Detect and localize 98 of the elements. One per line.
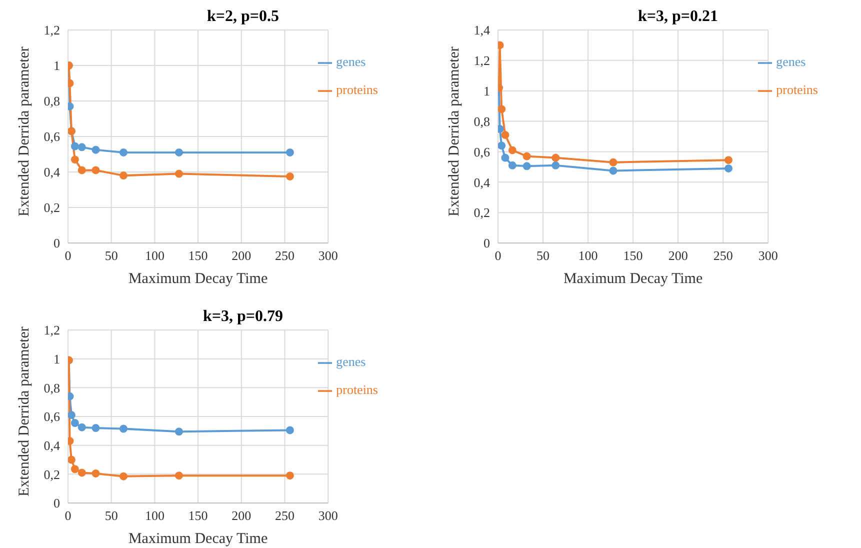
point [78, 166, 86, 174]
y-tick-label: 1,2 [44, 22, 60, 38]
point [92, 424, 100, 432]
point [609, 158, 618, 166]
y-tick-label: 0,8 [44, 94, 60, 109]
point [119, 424, 128, 433]
y-tick-label: 0 [54, 496, 60, 511]
point [286, 148, 294, 156]
y-axis-title: Extended Derrida parameter [16, 326, 32, 496]
point [92, 469, 100, 478]
x-tick-label: 200 [232, 508, 252, 524]
x-tick-label: 50 [536, 248, 550, 264]
y-tick-label: 0,8 [474, 114, 490, 129]
y-tick-label: 0,6 [44, 409, 60, 424]
y-tick-label: 0 [484, 236, 490, 251]
y-tick-label: 0,4 [474, 174, 490, 190]
x-tick-label: 250 [275, 508, 295, 524]
point [501, 130, 510, 139]
point [724, 164, 732, 172]
legend-label: genes [776, 54, 806, 69]
point [552, 154, 560, 162]
x-tick-label: 300 [318, 248, 338, 264]
point [92, 146, 100, 154]
y-tick-label: 0,4 [44, 438, 60, 453]
y-tick-label: 0,2 [44, 466, 60, 482]
point [70, 156, 79, 164]
point [78, 143, 86, 152]
x-tick-label: 150 [623, 248, 643, 264]
point [174, 148, 183, 156]
x-axis-title: Maximum Decay Time [128, 271, 268, 287]
point [68, 456, 76, 464]
y-tick-label: 0,8 [44, 380, 60, 396]
y-tick-label: 1 [54, 351, 60, 366]
y-tick-label: 0,2 [44, 200, 60, 216]
x-tick-label: 250 [275, 248, 295, 264]
y-axis-title: Extended Derrida parameter [446, 46, 462, 216]
x-tick-label: 100 [578, 248, 598, 264]
x-tick-label: 200 [232, 248, 252, 264]
y-tick-label: 1,2 [44, 322, 60, 338]
point [609, 166, 618, 175]
y-tick-label: 1,4 [474, 22, 490, 38]
y-axis-title: Extended Derrida parameter [16, 46, 32, 216]
point [174, 472, 183, 480]
point [501, 154, 510, 162]
legend-label: genes [336, 354, 366, 369]
y-tick-label: 0,6 [474, 144, 490, 160]
x-tick-label: 50 [104, 248, 118, 264]
point [119, 172, 128, 180]
x-tick-label: 200 [668, 248, 688, 264]
x-tick-label: 50 [104, 508, 118, 524]
point [522, 152, 531, 160]
x-tick-label: 0 [64, 508, 72, 524]
x-tick-label: 0 [494, 248, 502, 264]
point [78, 423, 86, 432]
point [70, 418, 79, 427]
point [174, 170, 183, 178]
y-tick-label: 1 [54, 58, 60, 74]
y-tick-label: 0,4 [44, 164, 60, 180]
legend-label: genes [336, 54, 366, 69]
point [286, 426, 294, 434]
x-axis-title: Maximum Decay Time [563, 271, 703, 287]
point [92, 166, 100, 174]
legend-label: proteins [776, 82, 818, 97]
x-tick-label: 300 [758, 248, 778, 264]
point [119, 472, 128, 480]
x-tick-label: 250 [713, 248, 733, 264]
point [498, 105, 506, 114]
point [724, 156, 732, 164]
point [508, 161, 516, 170]
point [498, 142, 506, 150]
point [70, 465, 79, 474]
y-tick-label: 1,2 [474, 53, 490, 68]
y-tick-label: 0,6 [44, 129, 60, 144]
legend-label: proteins [336, 382, 378, 397]
point [68, 411, 76, 420]
point [119, 148, 128, 156]
chart-title: k=2, p=0.5 [206, 8, 280, 25]
point [522, 162, 531, 170]
y-tick-label: 0,2 [474, 205, 490, 220]
point [70, 142, 79, 150]
x-axis-title: Maximum Decay Time [128, 531, 268, 547]
point [78, 468, 86, 477]
y-tick-label: 1 [484, 83, 490, 98]
x-tick-label: 300 [318, 508, 338, 524]
point [286, 472, 294, 480]
x-tick-label: 100 [144, 248, 164, 264]
point [508, 146, 516, 154]
point [174, 428, 183, 436]
legend-label: proteins [336, 82, 378, 97]
x-tick-label: 0 [64, 248, 72, 264]
x-tick-label: 100 [144, 508, 164, 524]
y-tick-label: 0 [54, 236, 60, 251]
point [552, 161, 560, 170]
point [286, 172, 294, 180]
chart-title: k=3, p=0.79 [202, 308, 284, 325]
x-tick-label: 150 [188, 248, 208, 264]
chart-title: k=3, p=0.21 [638, 8, 718, 25]
x-tick-label: 150 [188, 508, 208, 524]
